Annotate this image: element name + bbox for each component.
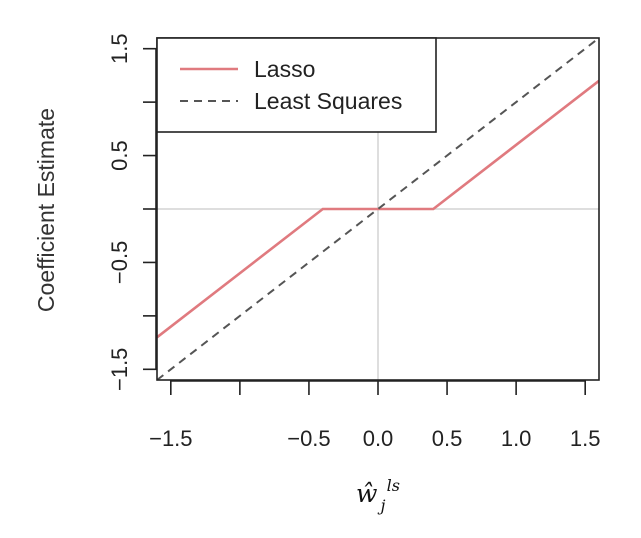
x-axis-label-superscript: ls: [387, 476, 400, 495]
legend-label-least-squares: Least Squares: [254, 88, 402, 114]
series-line-lasso: [156, 79, 600, 339]
legend: Lasso Least Squares: [156, 37, 437, 133]
y-tick-label: 0.5: [107, 140, 132, 171]
series-layer: [156, 37, 600, 381]
series-line-least-squares: [156, 37, 600, 381]
y-tick-label: 1.5: [107, 33, 132, 64]
x-tick-label: −0.5: [287, 426, 330, 451]
x-axis: −1.5 −0.5 0.0 0.5 1.0 1.5: [149, 380, 600, 451]
y-axis: −1.5 −0.5 0.5 1.5: [107, 33, 157, 391]
x-tick-label: 0.5: [432, 426, 463, 451]
y-tick-label: −1.5: [107, 348, 132, 391]
y-tick-label: −0.5: [107, 241, 132, 284]
legend-box: [156, 37, 437, 133]
x-tick-label: 0.0: [363, 426, 394, 451]
x-axis-label-subscript: j: [378, 496, 386, 515]
legend-label-lasso: Lasso: [254, 56, 315, 82]
y-axis-label: Coefficient Estimate: [33, 108, 59, 312]
x-axis-label-base: ŵ: [356, 479, 377, 508]
x-tick-label: 1.0: [501, 426, 532, 451]
x-tick-label: 1.5: [570, 426, 601, 451]
x-axis-label: ŵ j ls: [356, 476, 400, 515]
x-tick-label: −1.5: [149, 426, 192, 451]
